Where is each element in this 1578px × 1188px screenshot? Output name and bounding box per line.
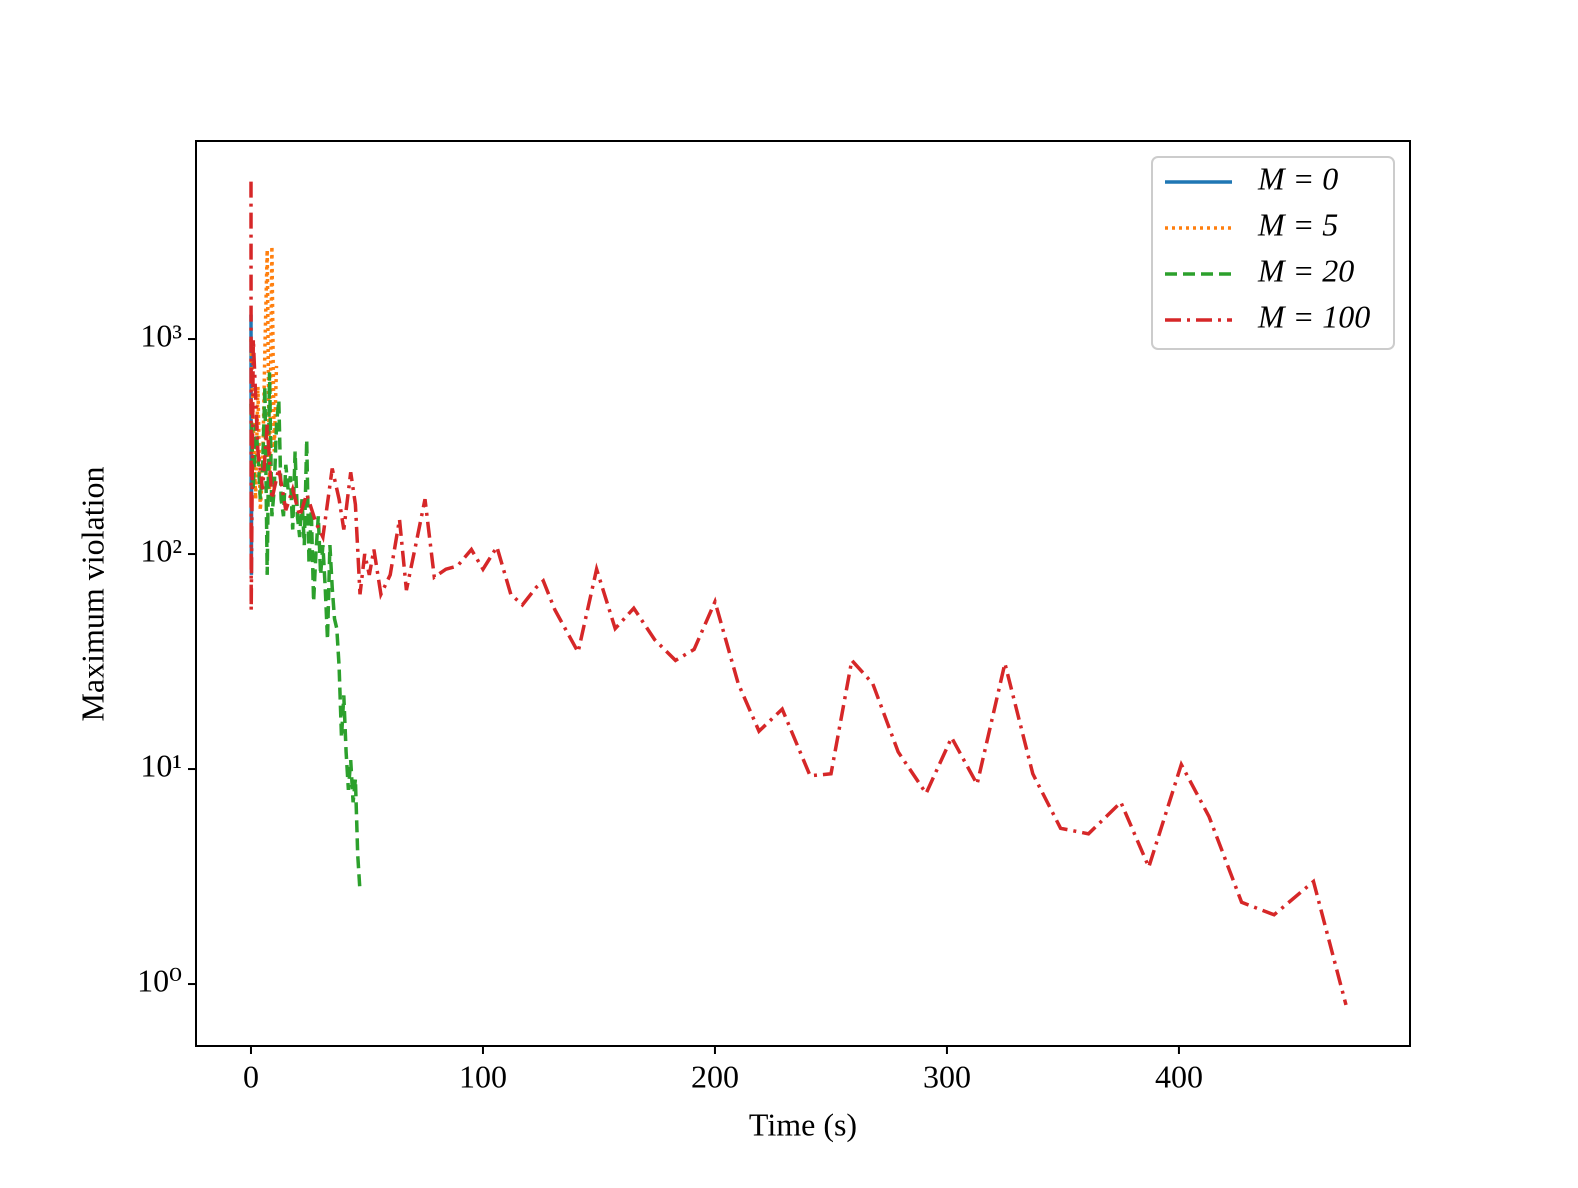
series-line — [249, 181, 1348, 1006]
y-tick-label: 10² — [140, 532, 182, 568]
x-tick-label: 300 — [923, 1058, 971, 1094]
y-tick-label: 10⁰ — [137, 962, 182, 998]
legend-label: M = 20 — [1257, 252, 1354, 288]
series-line — [249, 372, 362, 892]
legend-label: M = 100 — [1257, 298, 1370, 334]
legend-label: M = 5 — [1257, 206, 1338, 242]
x-axis-label: Time (s) — [749, 1106, 857, 1142]
y-axis-label: Maximum violation — [74, 466, 110, 721]
y-tick-label: 10³ — [140, 317, 182, 353]
x-tick-label: 0 — [243, 1058, 259, 1094]
x-tick-label: 400 — [1155, 1058, 1203, 1094]
y-tick-label: 10¹ — [140, 747, 182, 783]
x-tick-label: 100 — [459, 1058, 507, 1094]
legend-label: M = 0 — [1257, 160, 1338, 196]
plot-frame — [195, 140, 1411, 1047]
x-tick-label: 200 — [691, 1058, 739, 1094]
legend-box — [1151, 156, 1395, 350]
